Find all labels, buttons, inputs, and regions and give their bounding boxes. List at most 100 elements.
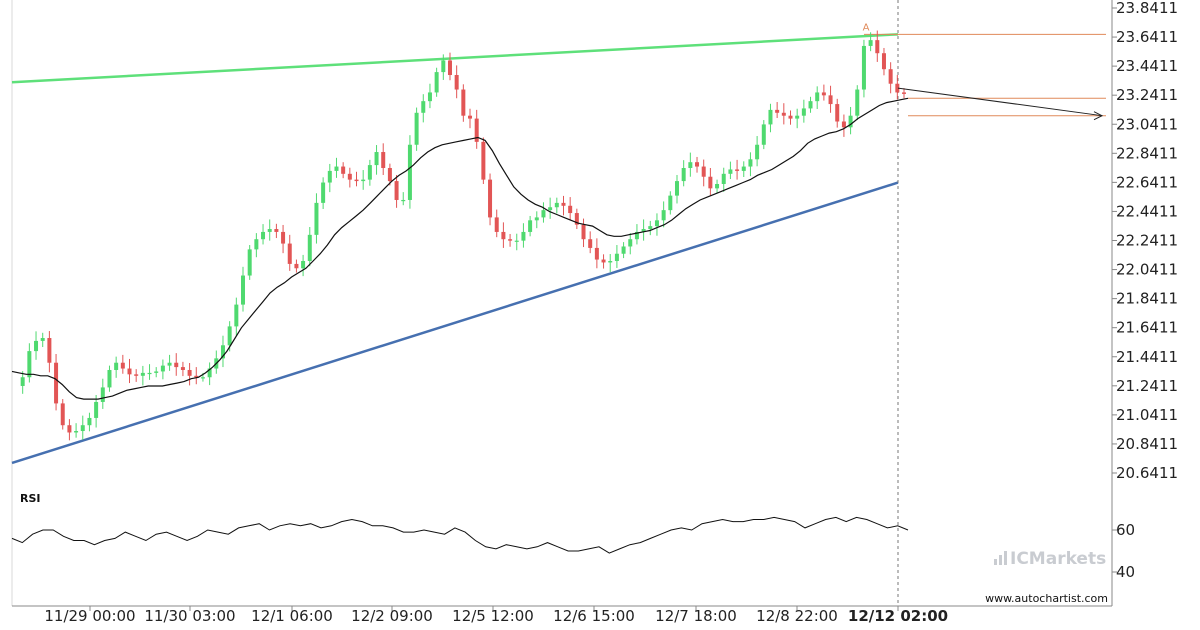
candle-body xyxy=(67,425,72,433)
candle-body xyxy=(154,371,159,373)
candle-body xyxy=(87,417,92,426)
candle-body xyxy=(180,367,185,370)
candle-body xyxy=(674,181,679,196)
candle-body xyxy=(407,144,412,200)
resistance-line xyxy=(11,33,899,84)
candle-body xyxy=(881,53,886,70)
brand-group: ICMarkets www.autochartist.com xyxy=(985,549,1108,605)
candle-body xyxy=(361,179,366,182)
candle-body xyxy=(200,377,205,379)
pattern-point-label: A xyxy=(863,22,870,33)
x-axis: 11/29 00:00 11/30 03:00 12/1 06:00 12/2 09:… xyxy=(12,605,1112,625)
candle-body xyxy=(781,112,786,116)
candle-body xyxy=(748,159,753,167)
candle-body xyxy=(100,387,105,402)
candle-body xyxy=(481,141,486,180)
rsi-panel: RSI 60 40 xyxy=(11,492,1135,581)
rsi-title: RSI xyxy=(20,492,41,505)
candle-body xyxy=(795,115,800,119)
moving-average-line xyxy=(11,97,909,400)
forecast-arrow-line xyxy=(897,87,1103,117)
candle-body xyxy=(34,340,39,352)
candle-body xyxy=(835,104,840,122)
candle-body xyxy=(621,246,626,254)
candle-body xyxy=(528,220,533,232)
candle-body xyxy=(207,368,212,378)
candle-body xyxy=(614,253,619,262)
candle-body xyxy=(561,202,566,206)
candle-body xyxy=(521,231,526,241)
candle-body xyxy=(307,234,312,262)
icmarkets-logo-icon xyxy=(994,551,1007,565)
candle-body xyxy=(60,403,65,426)
y-tick-label: 22.6411 xyxy=(1116,173,1178,191)
forecast-arrow-head xyxy=(1093,111,1104,121)
candle-body xyxy=(648,226,653,230)
candle-body xyxy=(314,202,319,235)
candle-body xyxy=(254,239,259,250)
candle-body xyxy=(628,239,633,247)
x-tick-label: 12/5 12:00 xyxy=(452,607,534,625)
candle-body xyxy=(661,210,666,221)
candle-body xyxy=(768,109,773,125)
candle-body xyxy=(381,152,386,169)
candle-body xyxy=(581,224,586,240)
candle-body xyxy=(74,431,79,433)
candle-body xyxy=(801,108,806,116)
y-tick-label: 22.2411 xyxy=(1116,232,1178,250)
moving-average-group xyxy=(11,97,909,400)
candle-body xyxy=(421,101,426,113)
candle-body xyxy=(187,369,192,376)
candle-body xyxy=(321,182,326,203)
candle-body xyxy=(574,213,579,225)
candle-body xyxy=(815,92,820,102)
y-tick-label: 23.0411 xyxy=(1116,115,1178,133)
candle-body xyxy=(708,176,713,189)
candle-body xyxy=(227,326,232,346)
rsi-tick-label: 60 xyxy=(1116,521,1135,539)
candle-body xyxy=(434,72,439,93)
candle-body xyxy=(741,166,746,171)
candle-body xyxy=(541,210,546,218)
x-tick-label: 12/6 15:00 xyxy=(553,607,635,625)
y-axis: 23.8411 23.6411 23.4411 23.2411 23.0411 22.84… xyxy=(11,0,1178,606)
y-tick-label: 21.0411 xyxy=(1116,406,1178,424)
x-tick-label: 12/2 09:00 xyxy=(351,607,433,625)
candle-body xyxy=(54,362,59,404)
candle-body xyxy=(94,401,99,418)
candle-body xyxy=(875,40,880,54)
candle-body xyxy=(341,166,346,174)
candle-body xyxy=(454,75,459,90)
candle-body xyxy=(40,338,45,341)
y-tick-label: 20.6411 xyxy=(1116,464,1178,482)
candle-body xyxy=(588,239,593,248)
candle-body xyxy=(861,45,866,90)
candle-body xyxy=(735,169,740,171)
y-tick-label: 21.2411 xyxy=(1116,377,1178,395)
candle-body xyxy=(668,195,673,211)
candle-body xyxy=(654,220,659,227)
candle-body xyxy=(274,229,279,232)
candle-body xyxy=(174,362,179,368)
candle-body xyxy=(20,377,25,386)
x-tick-label: 12/12 02:00 xyxy=(848,607,948,625)
candle-body xyxy=(701,166,706,177)
candle-body xyxy=(194,375,199,378)
candle-body xyxy=(247,249,252,276)
x-tick-label: 11/29 00:00 xyxy=(44,607,135,625)
candle-body xyxy=(788,115,793,119)
candle-body xyxy=(808,101,813,109)
candle-body xyxy=(548,207,553,211)
candle-body xyxy=(608,261,613,263)
candle-body xyxy=(374,152,379,166)
candle-body xyxy=(120,362,125,369)
watermark-text: ICMarkets xyxy=(1010,549,1106,569)
candle-body xyxy=(821,92,826,96)
plot-area xyxy=(12,0,1112,606)
candle-body xyxy=(401,199,406,202)
candle-body xyxy=(301,261,306,269)
candle-body xyxy=(501,231,506,240)
candle-body xyxy=(728,169,733,174)
candle-body xyxy=(261,231,266,240)
